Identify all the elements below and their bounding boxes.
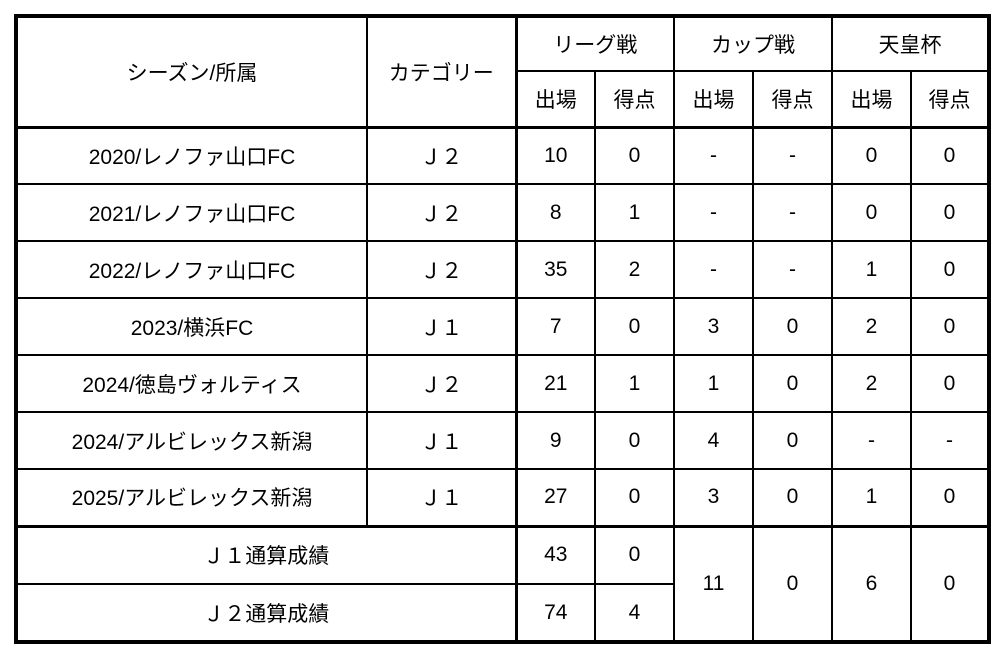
stat-cell: 2: [594, 240, 675, 299]
stat-cell: 0: [910, 126, 990, 185]
totals-row-j2: Ｊ２通算成績 74 4: [15, 583, 989, 643]
stat-cell: -: [673, 240, 754, 299]
stat-cell: 0: [594, 297, 675, 356]
stat-cell: 0: [594, 524, 675, 585]
totals-emperor-goals-cell: 0: [910, 524, 990, 643]
stat-cell: -: [831, 411, 912, 470]
stat-cell: 0: [752, 411, 833, 470]
header-row-sub: 出場 得点 出場 得点 出場 得点: [16, 70, 990, 129]
stat-cell: 74: [515, 583, 596, 643]
stat-cell: 2: [831, 354, 912, 413]
stat-cell: 0: [752, 468, 833, 527]
career-stats-table: シーズン/所属 カテゴリー リーグ戦 カップ戦 天皇杯 出場 得点 出場 得点 …: [14, 14, 991, 644]
stat-cell: 0: [910, 354, 990, 413]
header-league: リーグ戦: [515, 15, 675, 72]
stat-cell: 0: [910, 468, 990, 527]
subheader-cup-apps: 出場: [673, 70, 754, 129]
header-category: カテゴリー: [366, 15, 518, 129]
stat-cell: 4: [673, 411, 754, 470]
category-cell: Ｊ２: [366, 126, 518, 185]
totals-cup-apps-cell: 11: [673, 524, 754, 643]
table-row: 2021/レノファ山口FC Ｊ２ 8 1 - - 0 0: [15, 183, 990, 242]
stat-cell: 0: [910, 297, 990, 356]
totals-emperor-apps-cell: 6: [831, 524, 912, 643]
stat-cell: -: [752, 240, 833, 299]
stat-cell: 1: [594, 354, 675, 413]
stat-cell: 0: [594, 411, 675, 470]
stat-cell: 0: [831, 126, 912, 185]
stat-cell: 1: [831, 240, 912, 299]
category-cell: Ｊ１: [366, 411, 518, 470]
season-cell: 2022/レノファ山口FC: [15, 240, 368, 299]
header-emperor: 天皇杯: [831, 15, 990, 72]
season-cell: 2023/横浜FC: [15, 297, 368, 356]
stat-cell: 0: [831, 183, 912, 242]
stat-cell: 0: [910, 240, 990, 299]
stat-cell: 9: [515, 411, 596, 470]
stat-cell: 3: [673, 468, 754, 527]
stat-cell: 3: [673, 297, 754, 356]
header-cup: カップ戦: [673, 15, 833, 72]
stat-cell: 1: [594, 183, 675, 242]
table-row: 2022/レノファ山口FC Ｊ２ 35 2 - - 1 0: [15, 240, 990, 299]
stat-cell: 8: [515, 183, 596, 242]
subheader-league-goals: 得点: [594, 70, 675, 129]
stat-cell: 2: [831, 297, 912, 356]
category-cell: Ｊ１: [366, 468, 518, 527]
table-row: 2024/徳島ヴォルティス Ｊ２ 21 1 1 0 2 0: [15, 354, 990, 413]
stat-cell: 7: [515, 297, 596, 356]
stat-cell: -: [673, 126, 754, 185]
season-cell: 2020/レノファ山口FC: [15, 126, 368, 185]
header-season-club: シーズン/所属: [15, 15, 368, 129]
stat-cell: 27: [515, 468, 596, 527]
stat-cell: -: [752, 126, 833, 185]
header-row-groups: シーズン/所属 カテゴリー リーグ戦 カップ戦 天皇杯: [15, 15, 990, 129]
category-cell: Ｊ２: [366, 240, 518, 299]
stat-cell: 0: [752, 354, 833, 413]
stat-cell: -: [752, 183, 833, 242]
stat-cell: 0: [594, 126, 675, 185]
totals-label: Ｊ１通算成績: [15, 524, 518, 585]
subheader-emperor-goals: 得点: [910, 70, 990, 129]
stat-cell: -: [910, 411, 990, 470]
season-cell: 2024/徳島ヴォルティス: [15, 354, 368, 413]
table-row: 2025/アルビレックス新潟 Ｊ１ 27 0 3 0 1 0: [15, 468, 990, 527]
subheader-cup-goals: 得点: [752, 70, 833, 129]
stat-cell: 4: [594, 583, 675, 643]
subheader-league-apps: 出場: [515, 70, 596, 129]
stat-cell: 1: [831, 468, 912, 527]
category-cell: Ｊ２: [366, 354, 518, 413]
stat-cell: 0: [752, 297, 833, 356]
category-cell: Ｊ１: [366, 297, 518, 356]
category-cell: Ｊ２: [366, 183, 518, 242]
totals-cup-goals-cell: 0: [752, 524, 833, 643]
stat-cell: 0: [910, 183, 990, 242]
stat-cell: 43: [515, 524, 596, 585]
stat-cell: 21: [515, 354, 596, 413]
table-row: 2020/レノファ山口FC Ｊ２ 10 0 - - 0 0: [15, 126, 990, 185]
stat-cell: 35: [515, 240, 596, 299]
totals-row-j1: Ｊ１通算成績 43 0 11 0 6 0: [15, 524, 990, 643]
table-row: 2024/アルビレックス新潟 Ｊ１ 9 0 4 0 - -: [15, 411, 990, 470]
stat-cell: -: [673, 183, 754, 242]
season-cell: 2025/アルビレックス新潟: [15, 468, 368, 527]
stat-cell: 1: [673, 354, 754, 413]
table-row: 2023/横浜FC Ｊ１ 7 0 3 0 2 0: [15, 297, 990, 356]
season-cell: 2021/レノファ山口FC: [15, 183, 368, 242]
season-cell: 2024/アルビレックス新潟: [15, 411, 368, 470]
stat-cell: 10: [515, 126, 596, 185]
stat-cell: 0: [594, 468, 675, 527]
subheader-emperor-apps: 出場: [831, 70, 912, 129]
totals-label: Ｊ２通算成績: [15, 583, 518, 643]
